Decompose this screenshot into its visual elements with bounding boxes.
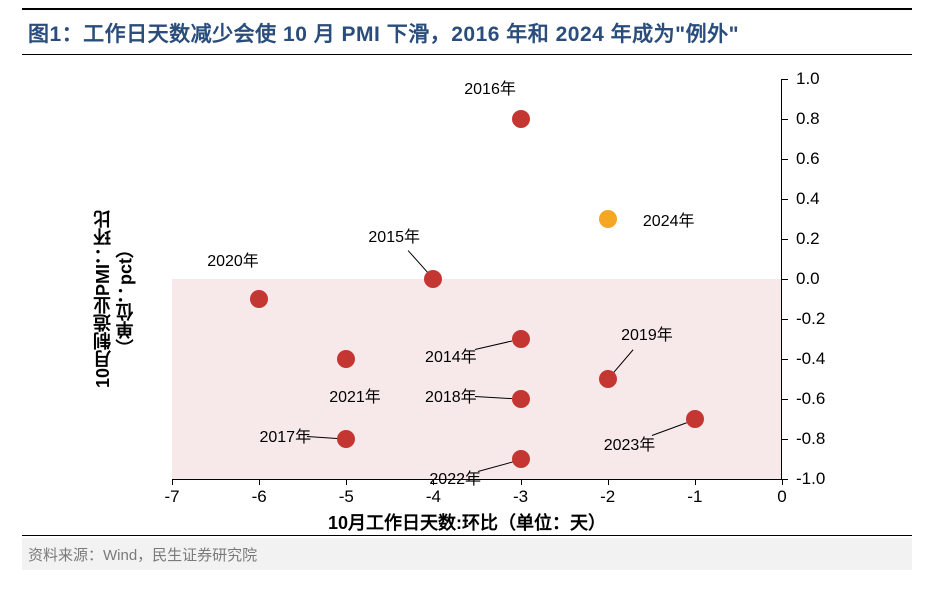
y-tick [782, 479, 788, 480]
shaded-region [172, 279, 782, 479]
y-tick [782, 199, 788, 200]
data-label: 2016年 [464, 75, 516, 99]
y-axis-label: 10月制造业PMI：环比 （单位：pct） [92, 210, 137, 388]
chart-area: 10月制造业PMI：环比 （单位：pct） 2014年 2015年 2016年 201… [22, 69, 912, 529]
data-point [512, 330, 530, 348]
y-axis-label-line2: （单位：pct） [116, 241, 136, 358]
data-point [512, 390, 530, 408]
y-tick-label: 0.2 [796, 229, 820, 249]
data-label: 2019年 [621, 321, 673, 345]
y-tick-label: 0.6 [796, 149, 820, 169]
x-tick-label: -2 [600, 487, 615, 507]
data-point [599, 370, 617, 388]
y-tick [782, 319, 788, 320]
y-tick-label: -0.8 [796, 429, 825, 449]
figure-title: 图1：工作日天数减少会使 10 月 PMI 下滑，2016 年和 2024 年成… [22, 8, 912, 55]
source-note: 资料来源：Wind，民生证券研究院 [22, 538, 912, 570]
x-tick-label: -3 [513, 487, 528, 507]
x-tick-label: -5 [339, 487, 354, 507]
data-label: 2017年 [259, 423, 311, 447]
y-tick-label: -0.4 [796, 349, 825, 369]
y-tick [782, 239, 788, 240]
y-tick [782, 399, 788, 400]
data-point [599, 210, 617, 228]
y-tick-label: -0.6 [796, 389, 825, 409]
x-tick-label: -1 [687, 487, 702, 507]
y-axis-label-line1: 10月制造业PMI：环比 [93, 210, 113, 388]
y-axis-line [781, 79, 782, 479]
figure-container: 图1：工作日天数减少会使 10 月 PMI 下滑，2016 年和 2024 年成… [0, 0, 934, 604]
y-tick [782, 159, 788, 160]
y-tick-label: 0.0 [796, 269, 820, 289]
x-tick-label: -6 [252, 487, 267, 507]
data-point [512, 110, 530, 128]
y-tick-label: -0.2 [796, 309, 825, 329]
data-label: 2021年 [329, 383, 381, 407]
y-tick-label: 0.4 [796, 189, 820, 209]
data-label: 2014年 [425, 343, 477, 367]
plot-region: 2014年2015年2016年2017年2018年2019年2020年2021年… [172, 79, 782, 479]
data-point [424, 270, 442, 288]
leader-line [407, 251, 429, 275]
x-tick-label: -4 [426, 487, 441, 507]
y-tick-label: 0.8 [796, 109, 820, 129]
data-point [337, 430, 355, 448]
divider [22, 535, 912, 536]
x-tick-labels: -7-6-5-4-3-2-10 [172, 487, 782, 509]
y-tick [782, 439, 788, 440]
y-tick [782, 279, 788, 280]
x-tick-label: -7 [164, 487, 179, 507]
data-point [337, 350, 355, 368]
y-tick [782, 119, 788, 120]
y-tick-labels: 1.00.80.60.40.20.0-0.2-0.4-0.6-0.8-1.0 [792, 79, 852, 479]
y-tick-label: -1.0 [796, 469, 825, 489]
y-tick [782, 359, 788, 360]
data-point [512, 450, 530, 468]
y-tick-label: 1.0 [796, 69, 820, 89]
x-axis-label: 10月工作日天数:环比（单位：天） [22, 509, 912, 535]
data-point [250, 290, 268, 308]
y-tick [782, 79, 788, 80]
data-label: 2015年 [368, 223, 420, 247]
data-label: 2018年 [425, 383, 477, 407]
data-label: 2022年 [429, 465, 481, 489]
data-label: 2023年 [604, 431, 656, 455]
x-tick-label: 0 [777, 487, 786, 507]
data-label: 2024年 [643, 207, 695, 231]
data-point [686, 410, 704, 428]
data-label: 2020年 [207, 247, 259, 271]
